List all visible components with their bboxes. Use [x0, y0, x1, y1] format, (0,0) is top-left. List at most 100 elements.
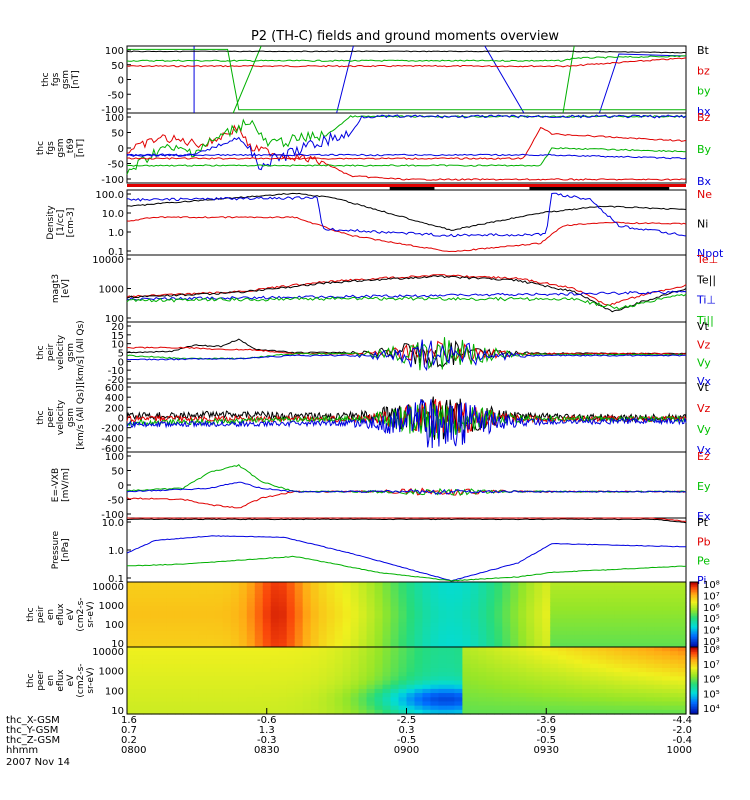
spectro-cell: [286, 642, 296, 648]
spectro-cell: [630, 688, 639, 694]
spectro-cell: [630, 626, 639, 632]
spectro-cell: [310, 680, 320, 686]
spectro-cell: [318, 705, 328, 711]
spectro-cell: [670, 659, 679, 665]
spectro-cell: [174, 667, 184, 673]
spectro-cell: [622, 659, 631, 665]
spectro-cell: [558, 693, 567, 698]
colorbar-step: [690, 619, 698, 622]
spectro-cell: [574, 676, 583, 682]
spectro-cell: [478, 606, 487, 612]
spectro-cell: [310, 659, 320, 665]
spectro-cell: [622, 655, 631, 661]
spectro-cell: [382, 655, 392, 661]
ylabel-peer_spectrogram: thc peer en eflux eV (cm2-s-sr-eV): [26, 663, 96, 697]
spectro-cell: [438, 598, 448, 603]
spectro-cell: [566, 709, 575, 715]
spectro-cell: [654, 701, 663, 707]
spectro-cell: [430, 598, 440, 603]
spectro-cell: [606, 667, 615, 673]
spectro-cell: [646, 705, 655, 711]
spectro-cell: [462, 638, 471, 644]
spectro-cell: [326, 634, 336, 640]
spectro-cell: [158, 618, 168, 624]
spectro-cell: [342, 606, 352, 612]
spectro-cell: [478, 651, 487, 656]
spectro-cell: [614, 684, 623, 690]
spectro-cell: [462, 626, 471, 632]
colorbar-step: [690, 680, 698, 683]
spectro-cell: [470, 655, 479, 661]
spectro-cell: [238, 655, 248, 661]
spectro-cell: [606, 638, 615, 644]
spectro-cell: [326, 688, 336, 694]
fgs-bx-smooth: [126, 114, 687, 171]
spectro-cell: [526, 663, 535, 669]
spectro-cell: [574, 672, 583, 677]
spectro-cell: [334, 634, 344, 640]
spectro-cell: [222, 697, 232, 703]
spectro-cell: [374, 647, 384, 652]
spectro-cell: [526, 705, 535, 711]
spectro-cell: [558, 709, 567, 715]
spectro-cell: [302, 655, 312, 661]
spectro-cell: [374, 672, 384, 677]
spectro-cell: [262, 647, 272, 652]
spectro-cell: [334, 622, 344, 628]
spectro-cell: [214, 590, 224, 595]
spectro-cell: [566, 651, 575, 656]
xaxis-value: -0.5: [536, 735, 556, 746]
colorbar-step: [690, 698, 698, 702]
spectro-cell: [206, 614, 216, 620]
spectro-cell: [134, 688, 144, 694]
spectro-cell: [502, 655, 511, 661]
spectro-cell: [438, 594, 448, 599]
spectro-cell: [470, 701, 479, 707]
spectro-cell: [422, 618, 432, 624]
spectro-cell: [127, 630, 136, 636]
spectro-cell: [326, 590, 336, 595]
spectro-cell: [254, 598, 264, 603]
spectro-cell: [310, 701, 320, 707]
spectro-cell: [478, 697, 487, 703]
colorbar-step: [690, 660, 698, 663]
spectro-cell: [438, 630, 448, 636]
spectro-cell: [230, 693, 240, 698]
spectro-cell: [590, 618, 599, 624]
spectro-cell: [566, 630, 575, 636]
spectro-cell: [127, 626, 136, 632]
spectro-cell: [430, 582, 440, 587]
spectro-cell: [286, 614, 296, 620]
spectro-cell: [574, 586, 583, 591]
spectro-cell: [582, 642, 591, 648]
spectro-cell: [598, 598, 607, 603]
spectro-cell: [358, 614, 368, 620]
spectro-cell: [486, 642, 495, 648]
spectro-cell: [206, 705, 216, 711]
ylabel-line: eflux: [56, 669, 66, 692]
spectro-cell: [542, 610, 551, 616]
spectro-cell: [526, 651, 535, 656]
spectro-cell: [310, 709, 320, 715]
spectro-cell: [406, 663, 416, 669]
spectro-cell: [127, 680, 136, 686]
legend-fgs-Bt: Bt: [697, 44, 710, 57]
spectro-cell: [670, 672, 679, 677]
spectro-cell: [654, 651, 663, 656]
spectro-cell: [294, 598, 304, 603]
spectro-cell: [406, 651, 416, 656]
spectro-cell: [198, 610, 208, 616]
spectro-cell: [342, 638, 352, 644]
spectro-cell: [342, 586, 352, 591]
spectro-cell: [182, 701, 192, 707]
spectro-cell: [414, 688, 424, 694]
spectro-cell: [222, 638, 232, 644]
spectro-cell: [430, 634, 440, 640]
spectro-cell: [254, 622, 264, 628]
spectro-cell: [510, 626, 519, 632]
spectro-cell: [542, 614, 551, 620]
spectro-cell: [270, 697, 280, 703]
spectro-cell: [374, 684, 384, 690]
spectro-cell: [358, 590, 368, 595]
ytick-label: -400: [101, 434, 124, 445]
